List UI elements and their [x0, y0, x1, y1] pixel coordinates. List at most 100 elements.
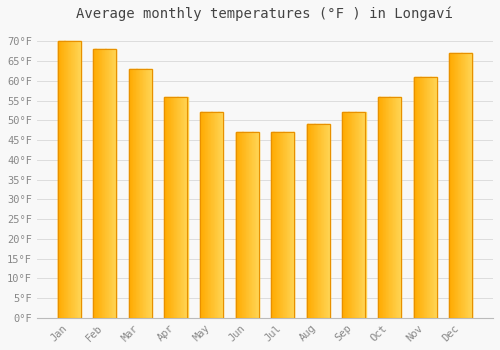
- Bar: [414, 77, 415, 318]
- Bar: [200, 112, 223, 318]
- Bar: [342, 112, 365, 318]
- Bar: [250, 132, 251, 318]
- Bar: [449, 53, 472, 318]
- Bar: [434, 77, 435, 318]
- Bar: [62, 41, 63, 318]
- Bar: [282, 132, 284, 318]
- Bar: [204, 112, 206, 318]
- Bar: [292, 132, 294, 318]
- Bar: [94, 49, 96, 318]
- Bar: [67, 41, 68, 318]
- Bar: [421, 77, 422, 318]
- Bar: [306, 124, 330, 318]
- Bar: [251, 132, 252, 318]
- Bar: [454, 53, 456, 318]
- Bar: [101, 49, 102, 318]
- Bar: [426, 77, 428, 318]
- Bar: [394, 97, 395, 318]
- Bar: [381, 97, 382, 318]
- Bar: [419, 77, 420, 318]
- Bar: [149, 69, 150, 318]
- Bar: [428, 77, 429, 318]
- Bar: [464, 53, 466, 318]
- Bar: [136, 69, 138, 318]
- Bar: [292, 132, 293, 318]
- Bar: [398, 97, 399, 318]
- Bar: [72, 41, 73, 318]
- Bar: [306, 124, 330, 318]
- Bar: [114, 49, 115, 318]
- Bar: [213, 112, 214, 318]
- Bar: [80, 41, 81, 318]
- Bar: [357, 112, 358, 318]
- Bar: [141, 69, 142, 318]
- Bar: [238, 132, 240, 318]
- Bar: [278, 132, 279, 318]
- Bar: [400, 97, 401, 318]
- Bar: [243, 132, 244, 318]
- Bar: [378, 97, 401, 318]
- Bar: [207, 112, 208, 318]
- Bar: [463, 53, 464, 318]
- Bar: [272, 132, 274, 318]
- Bar: [271, 132, 294, 318]
- Bar: [414, 77, 436, 318]
- Bar: [386, 97, 387, 318]
- Bar: [169, 97, 170, 318]
- Bar: [378, 97, 380, 318]
- Bar: [360, 112, 361, 318]
- Bar: [140, 69, 141, 318]
- Bar: [96, 49, 97, 318]
- Bar: [316, 124, 317, 318]
- Bar: [271, 132, 272, 318]
- Bar: [390, 97, 391, 318]
- Bar: [350, 112, 351, 318]
- Bar: [384, 97, 385, 318]
- Bar: [137, 69, 138, 318]
- Bar: [347, 112, 348, 318]
- Bar: [314, 124, 316, 318]
- Bar: [322, 124, 323, 318]
- Bar: [147, 69, 148, 318]
- Bar: [396, 97, 398, 318]
- Bar: [255, 132, 256, 318]
- Bar: [422, 77, 423, 318]
- Bar: [458, 53, 459, 318]
- Bar: [306, 124, 308, 318]
- Bar: [186, 97, 187, 318]
- Bar: [344, 112, 346, 318]
- Bar: [363, 112, 364, 318]
- Bar: [212, 112, 213, 318]
- Bar: [290, 132, 291, 318]
- Bar: [328, 124, 329, 318]
- Bar: [114, 49, 116, 318]
- Bar: [416, 77, 418, 318]
- Bar: [326, 124, 327, 318]
- Bar: [310, 124, 312, 318]
- Bar: [452, 53, 453, 318]
- Bar: [469, 53, 470, 318]
- Bar: [151, 69, 152, 318]
- Bar: [398, 97, 400, 318]
- Bar: [106, 49, 107, 318]
- Bar: [78, 41, 79, 318]
- Bar: [132, 69, 134, 318]
- Bar: [236, 132, 258, 318]
- Bar: [166, 97, 168, 318]
- Bar: [274, 132, 275, 318]
- Bar: [206, 112, 207, 318]
- Bar: [145, 69, 146, 318]
- Bar: [148, 69, 149, 318]
- Bar: [236, 132, 258, 318]
- Bar: [285, 132, 286, 318]
- Bar: [76, 41, 77, 318]
- Bar: [276, 132, 278, 318]
- Bar: [184, 97, 185, 318]
- Bar: [380, 97, 381, 318]
- Bar: [200, 112, 202, 318]
- Bar: [308, 124, 309, 318]
- Bar: [244, 132, 245, 318]
- Bar: [110, 49, 111, 318]
- Bar: [275, 132, 276, 318]
- Bar: [100, 49, 101, 318]
